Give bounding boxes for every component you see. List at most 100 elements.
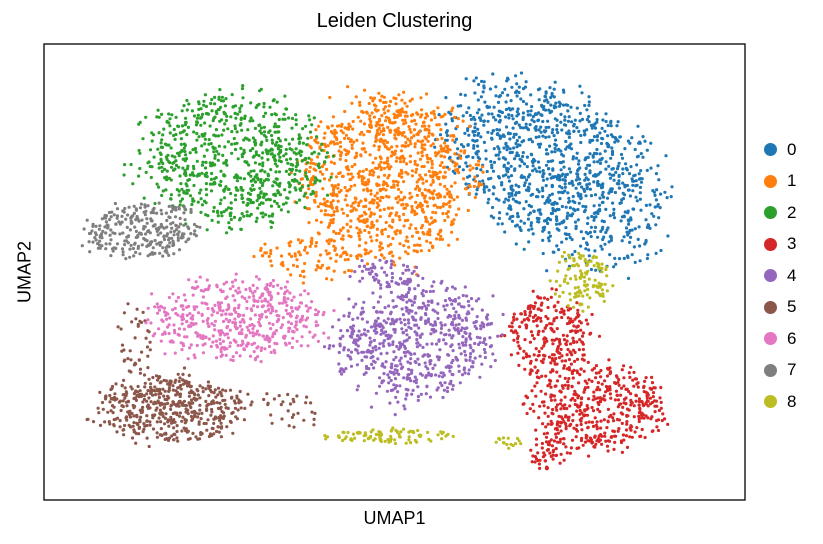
data-point bbox=[384, 100, 388, 104]
data-point bbox=[396, 126, 400, 130]
data-point bbox=[459, 328, 463, 332]
data-point bbox=[316, 265, 320, 269]
data-point bbox=[327, 346, 331, 350]
data-point bbox=[540, 186, 545, 190]
data-point bbox=[148, 423, 152, 427]
data-point bbox=[191, 148, 195, 152]
data-point bbox=[622, 364, 626, 368]
data-point bbox=[156, 108, 160, 112]
data-point bbox=[364, 183, 368, 187]
data-point bbox=[653, 410, 657, 414]
data-point bbox=[469, 352, 473, 356]
data-point bbox=[380, 94, 384, 98]
data-point bbox=[147, 444, 151, 449]
data-point bbox=[418, 343, 422, 347]
data-point bbox=[323, 142, 327, 146]
data-point bbox=[179, 142, 183, 146]
data-point bbox=[415, 337, 419, 342]
data-point bbox=[457, 342, 461, 346]
data-point bbox=[604, 160, 608, 164]
data-point bbox=[566, 384, 571, 388]
data-point bbox=[657, 408, 662, 413]
data-point bbox=[553, 80, 557, 84]
data-point bbox=[599, 433, 603, 437]
data-point bbox=[590, 214, 594, 219]
data-point bbox=[551, 412, 555, 416]
data-point bbox=[231, 358, 235, 363]
data-point bbox=[269, 259, 273, 263]
data-point bbox=[384, 220, 388, 225]
data-point bbox=[608, 392, 613, 396]
data-point bbox=[526, 316, 530, 321]
data-point bbox=[160, 138, 164, 142]
data-point bbox=[224, 97, 228, 101]
data-point bbox=[170, 154, 174, 158]
data-point bbox=[381, 331, 386, 335]
data-point bbox=[315, 218, 319, 222]
data-point bbox=[378, 187, 382, 192]
data-point bbox=[559, 407, 563, 411]
data-point bbox=[617, 186, 622, 190]
data-point bbox=[230, 151, 234, 155]
data-point bbox=[428, 289, 432, 294]
data-point bbox=[443, 155, 447, 159]
data-point bbox=[297, 141, 301, 145]
data-point bbox=[294, 113, 298, 117]
data-point bbox=[403, 407, 407, 411]
data-point bbox=[332, 161, 336, 165]
data-point bbox=[575, 423, 579, 427]
data-point bbox=[243, 136, 248, 140]
data-point bbox=[123, 163, 127, 167]
data-point bbox=[196, 393, 200, 397]
data-point bbox=[616, 164, 620, 168]
data-point bbox=[554, 447, 558, 451]
data-point bbox=[203, 142, 207, 146]
data-point bbox=[331, 344, 336, 348]
data-point bbox=[183, 170, 187, 174]
data-point bbox=[394, 319, 398, 324]
data-point bbox=[394, 281, 398, 285]
data-point bbox=[598, 196, 602, 200]
data-point bbox=[621, 167, 625, 171]
data-point bbox=[249, 187, 253, 191]
data-point bbox=[527, 186, 531, 191]
data-point bbox=[223, 398, 227, 402]
data-point bbox=[413, 375, 417, 379]
data-point bbox=[391, 179, 396, 183]
data-point bbox=[352, 206, 356, 210]
data-point bbox=[122, 433, 126, 437]
data-point bbox=[426, 299, 430, 303]
data-point bbox=[299, 177, 303, 181]
data-point bbox=[360, 276, 365, 280]
data-point bbox=[358, 228, 362, 232]
data-point bbox=[646, 253, 650, 257]
data-point bbox=[173, 155, 177, 159]
data-point bbox=[178, 411, 182, 415]
data-point bbox=[642, 384, 646, 388]
data-point bbox=[203, 93, 207, 97]
data-point bbox=[137, 174, 141, 178]
data-point bbox=[543, 201, 547, 205]
data-point bbox=[462, 366, 467, 370]
data-point bbox=[401, 144, 405, 148]
data-point bbox=[584, 166, 588, 170]
data-point bbox=[337, 149, 341, 153]
data-point bbox=[420, 150, 424, 154]
data-point bbox=[639, 180, 644, 184]
data-point bbox=[500, 110, 504, 115]
data-point bbox=[224, 389, 228, 393]
data-point bbox=[329, 203, 333, 207]
data-point bbox=[408, 99, 412, 103]
data-point bbox=[184, 116, 188, 120]
data-point bbox=[195, 138, 199, 142]
data-point bbox=[419, 96, 423, 100]
data-point bbox=[497, 198, 501, 202]
data-point bbox=[537, 353, 541, 357]
data-point bbox=[259, 177, 263, 182]
data-point bbox=[394, 213, 398, 217]
data-point bbox=[608, 253, 612, 257]
data-point bbox=[309, 161, 313, 165]
data-point bbox=[404, 328, 408, 332]
data-point bbox=[540, 374, 544, 378]
data-point bbox=[294, 118, 298, 122]
